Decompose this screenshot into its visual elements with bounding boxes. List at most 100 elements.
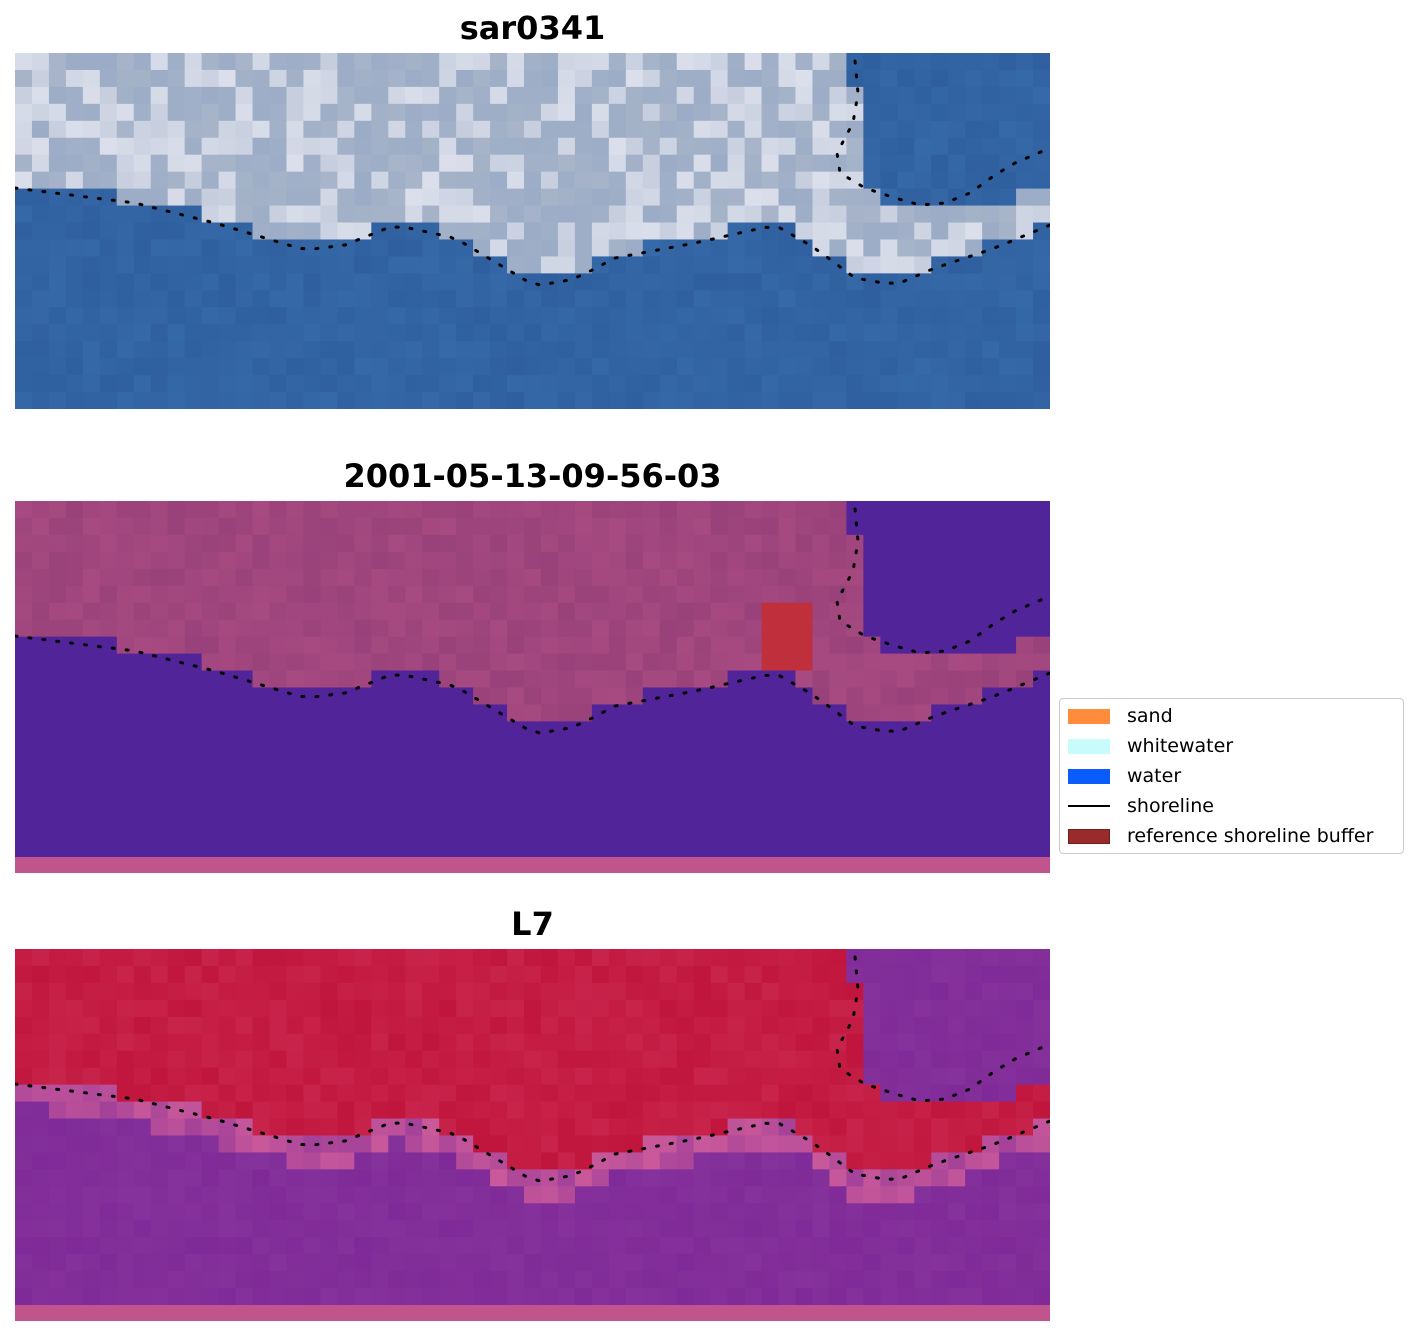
pixel-cell xyxy=(320,949,338,967)
pixel-cell xyxy=(422,789,440,807)
pixel-cell xyxy=(320,137,338,156)
pixel-cell xyxy=(540,1050,559,1069)
pixel-cell xyxy=(880,256,898,274)
pixel-cell xyxy=(184,568,203,587)
pixel-cell xyxy=(133,69,152,88)
pixel-cell xyxy=(201,222,220,241)
pixel-cell xyxy=(82,1033,101,1052)
pixel-cell xyxy=(99,324,118,342)
pixel-cell xyxy=(48,653,67,672)
panel-title-index: L7 xyxy=(511,905,554,943)
pixel-cell xyxy=(167,171,186,190)
pixel-cell xyxy=(422,137,440,156)
pixel-cell xyxy=(371,687,389,706)
pixel-cell xyxy=(1016,86,1034,105)
pixel-cell xyxy=(948,1033,966,1052)
pixel-cell xyxy=(456,324,474,342)
pixel-cell xyxy=(1016,341,1034,359)
pixel-cell xyxy=(490,1050,508,1069)
pixel-cell xyxy=(422,307,440,325)
pixel-cell xyxy=(473,738,491,756)
pixel-cell xyxy=(235,256,254,274)
pixel-cell xyxy=(965,534,983,553)
pixel-cell xyxy=(167,1254,186,1272)
pixel-cell xyxy=(354,636,372,655)
pixel-cell xyxy=(65,1254,84,1272)
pixel-cell xyxy=(48,171,67,190)
pixel-cell xyxy=(320,1152,338,1170)
pixel-cell xyxy=(184,120,203,139)
pixel-cell xyxy=(490,307,508,325)
pixel-cell xyxy=(608,1050,627,1069)
pixel-cell xyxy=(1016,840,1034,858)
pixel-cell xyxy=(303,619,322,638)
pixel-cell xyxy=(931,358,949,376)
pixel-cell xyxy=(337,585,355,604)
pixel-cell xyxy=(524,619,542,638)
pixel-cell xyxy=(524,154,542,173)
pixel-cell xyxy=(727,53,746,71)
pixel-cell xyxy=(880,1016,898,1035)
pixel-cell xyxy=(608,222,627,241)
pixel-cell xyxy=(65,568,84,587)
pixel-cell xyxy=(48,965,67,984)
pixel-cell xyxy=(201,551,220,570)
pixel-cell xyxy=(286,341,305,359)
pixel-cell xyxy=(218,1237,237,1255)
pixel-cell xyxy=(948,619,966,638)
pixel-cell xyxy=(337,324,355,342)
pixel-cell xyxy=(744,205,763,224)
pixel-cell xyxy=(473,1050,491,1069)
pixel-cell xyxy=(778,501,797,519)
pixel-cell xyxy=(574,1288,593,1306)
pixel-cell xyxy=(880,137,898,156)
pixel-cell xyxy=(880,823,898,841)
pixel-cell xyxy=(99,517,118,536)
pixel-cell xyxy=(778,823,797,841)
pixel-cell xyxy=(931,324,949,342)
pixel-cell xyxy=(1016,789,1034,807)
pixel-cell xyxy=(880,392,898,409)
pixel-cell xyxy=(761,69,780,88)
pixel-cell xyxy=(846,982,864,1001)
pixel-cell xyxy=(337,239,355,258)
pixel-cell xyxy=(456,687,474,706)
pixel-cell xyxy=(829,965,847,984)
pixel-cell xyxy=(676,687,695,706)
pixel-cell xyxy=(914,687,932,706)
pixel-cell xyxy=(982,120,1000,139)
pixel-cell xyxy=(727,1254,746,1272)
pixel-cell xyxy=(15,137,33,156)
pixel-cell xyxy=(676,1118,695,1137)
pixel-cell xyxy=(829,1203,847,1221)
pixel-cell xyxy=(405,999,423,1018)
pixel-cell xyxy=(829,501,847,519)
pixel-cell xyxy=(642,1084,661,1103)
pixel-cell xyxy=(524,358,542,376)
pixel-cell xyxy=(659,375,678,393)
pixel-cell xyxy=(354,307,372,325)
pixel-cell xyxy=(744,1084,763,1103)
pixel-cell xyxy=(982,290,1000,308)
pixel-cell xyxy=(252,324,271,342)
pixel-cell xyxy=(252,551,271,570)
pixel-cell xyxy=(320,806,338,824)
pixel-cell xyxy=(15,222,33,241)
pixel-cell xyxy=(574,602,593,621)
pixel-cell xyxy=(727,823,746,841)
pixel-cell xyxy=(303,137,322,156)
pixel-cell xyxy=(863,1152,881,1170)
pixel-cell xyxy=(778,239,797,258)
pixel-cell xyxy=(999,137,1017,156)
pixel-cell xyxy=(167,1237,186,1255)
pixel-cell xyxy=(116,256,135,274)
pixel-cell xyxy=(744,1237,763,1255)
pixel-cell xyxy=(948,1254,966,1272)
pixel-cell xyxy=(133,823,152,841)
pixel-cell xyxy=(150,307,169,325)
pixel-cell xyxy=(252,53,271,71)
pixel-cell xyxy=(965,392,983,409)
pixel-cell xyxy=(167,120,186,139)
pixel-cell xyxy=(1033,188,1050,207)
pixel-cell xyxy=(371,341,389,359)
